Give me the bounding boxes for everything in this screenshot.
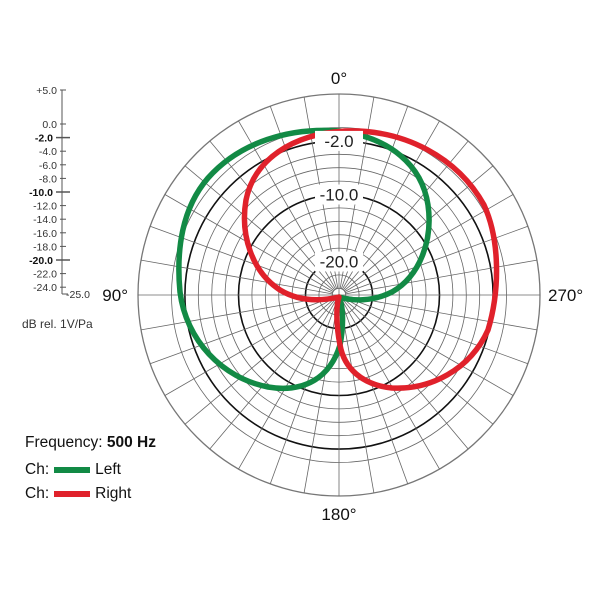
scale-tick-label: -22.0 xyxy=(33,269,57,281)
polar-grid xyxy=(137,93,541,497)
legend-prefix: Ch: xyxy=(25,485,50,502)
legend-prefix: Ch: xyxy=(25,461,50,478)
ring-label: -10.0 xyxy=(320,186,359,205)
frequency-value: 500 Hz xyxy=(106,434,156,451)
legend-label-right: Right xyxy=(95,485,132,502)
angle-labels: 0° 180° 90° 270° xyxy=(102,69,583,524)
legend-item-left: Ch: Left xyxy=(25,458,156,482)
unit-label: dB rel. 1V/Pa xyxy=(22,317,93,331)
scale-tick-label: -25.0 xyxy=(66,289,90,301)
scale-tick-label: -10.0 xyxy=(29,187,53,199)
frequency-label-text: Frequency: xyxy=(25,434,103,451)
left-channel-curve xyxy=(176,127,432,391)
scale-tick-label: -14.0 xyxy=(33,214,57,226)
scale-tick-label: -20.0 xyxy=(29,255,53,267)
angle-label: 270° xyxy=(548,286,583,305)
scale-tick-label: -18.0 xyxy=(33,241,57,253)
ring-label: -2.0 xyxy=(324,132,353,151)
angle-label: 0° xyxy=(331,69,347,88)
db-scale: +5.0 0.0 -2.0-4.0 -6.0-8.0 -10.0 -12.0-14.0 -1… xyxy=(22,85,93,331)
scale-tick-label: -12.0 xyxy=(33,201,57,213)
legend-swatch-right xyxy=(54,491,91,497)
scale-tick-label: -6.0 xyxy=(39,160,57,172)
scale-tick-label: 0.0 xyxy=(42,119,57,131)
scale-tick-label: -24.0 xyxy=(33,282,57,294)
legend-item-right: Ch: Right xyxy=(25,482,156,506)
polar-curves xyxy=(176,127,500,391)
scale-tick-label: -2.0 xyxy=(35,133,53,145)
legend: Frequency: 500 Hz Ch: Left Ch: Right xyxy=(25,434,156,506)
scale-tick-label: -8.0 xyxy=(39,173,57,185)
angle-label: 90° xyxy=(102,286,128,305)
right-channel-curve xyxy=(241,128,500,391)
scale-tick-label: -4.0 xyxy=(39,146,57,158)
legend-label-left: Left xyxy=(95,461,121,478)
scale-tick-label: -16.0 xyxy=(33,228,57,240)
frequency-label: Frequency: 500 Hz xyxy=(25,434,156,452)
angle-label: 180° xyxy=(321,505,356,524)
ring-label: -20.0 xyxy=(320,253,359,272)
ring-labels: -2.0 -10.0 -20.0 xyxy=(315,130,363,272)
legend-swatch-left xyxy=(54,467,91,473)
scale-tick-label: +5.0 xyxy=(36,85,57,97)
